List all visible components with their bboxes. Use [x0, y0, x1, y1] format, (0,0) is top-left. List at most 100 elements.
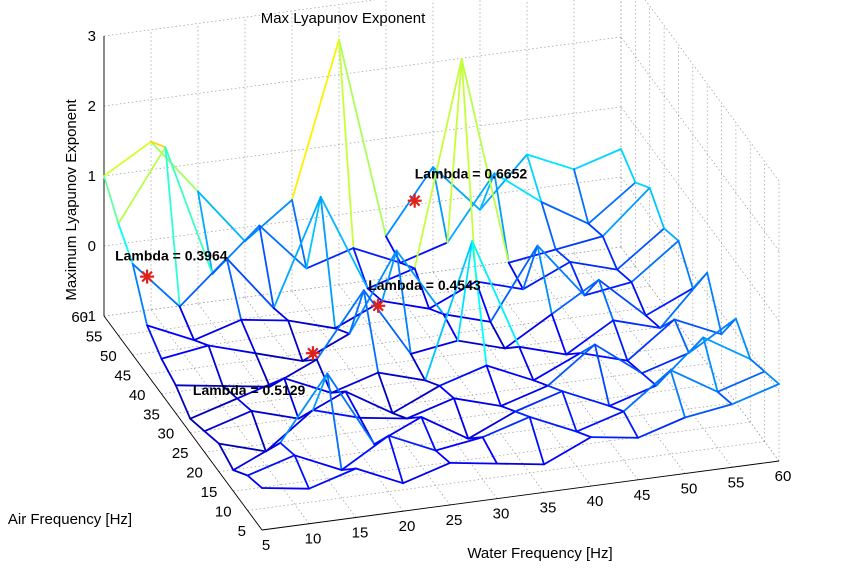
mesh-edge — [514, 390, 564, 413]
mesh-edge — [236, 377, 286, 400]
x-tick-label: 60 — [775, 468, 792, 485]
mesh-edge — [420, 416, 437, 452]
mesh-edge — [330, 390, 347, 394]
floor-grid-x — [197, 303, 357, 518]
mesh-edge — [601, 235, 618, 271]
mesh-edge — [446, 58, 463, 244]
mesh-edge — [503, 345, 521, 350]
mesh-edge — [146, 324, 196, 342]
annotation-marker — [371, 298, 386, 313]
mesh-edge — [669, 369, 686, 419]
mesh-edge — [293, 454, 310, 490]
mesh-edge — [626, 318, 676, 362]
mesh-edge — [405, 397, 455, 420]
mesh-edge — [702, 336, 752, 361]
mesh-edge — [569, 260, 586, 297]
floor-grid-x — [573, 253, 733, 468]
mesh-edge — [434, 449, 451, 464]
annotation-marker — [305, 346, 320, 361]
mesh-edge — [622, 369, 672, 413]
mesh-edge — [217, 442, 267, 453]
wall-grid-z — [620, 36, 780, 252]
mesh-edge — [387, 434, 404, 485]
floor-grid-x — [432, 271, 592, 487]
annotation-markers — [140, 193, 422, 361]
mesh-edge — [673, 318, 690, 354]
mesh-edge — [348, 289, 365, 335]
mesh-edge — [597, 278, 647, 317]
grid-lines — [103, 0, 780, 531]
floor-grid-y — [147, 305, 665, 375]
mesh-edge — [117, 146, 167, 225]
mesh-edge — [428, 307, 445, 316]
mesh-edge — [481, 415, 531, 439]
mesh-edge — [499, 384, 549, 407]
mesh-edge — [601, 186, 651, 238]
mesh-edge — [612, 319, 629, 362]
mesh-edge — [565, 352, 582, 356]
mesh-edge — [669, 369, 719, 393]
mesh-edge — [225, 257, 275, 310]
mesh-edge — [420, 416, 470, 440]
floor-grid-y — [233, 421, 751, 492]
annotation-marker — [140, 269, 155, 284]
mesh-edge — [424, 240, 474, 382]
mesh-edge — [283, 377, 333, 394]
mesh-edge — [189, 397, 239, 420]
mesh-edge — [311, 409, 361, 419]
mesh-edge — [315, 289, 365, 361]
mesh-edge — [311, 372, 329, 412]
mesh-edge — [246, 454, 296, 477]
x-tick-label: 25 — [446, 512, 463, 529]
mesh-edge — [434, 436, 484, 452]
mesh-edge — [608, 404, 625, 413]
mesh-edge — [174, 384, 224, 387]
mesh-edge — [391, 384, 441, 415]
mesh-edge — [326, 372, 376, 446]
mesh-edge — [616, 268, 633, 284]
mesh-edge — [432, 166, 481, 211]
mesh-edge — [308, 467, 357, 490]
mesh-edge — [507, 261, 524, 291]
z-tick-label: 0 — [88, 238, 96, 255]
mesh-edge — [240, 318, 257, 355]
wall-grid-z — [620, 246, 780, 462]
mesh-edge — [547, 384, 564, 393]
x-tick-label: 15 — [352, 525, 369, 542]
floor-grid-y — [190, 363, 708, 434]
mesh-edge — [103, 140, 152, 177]
mesh-edge — [207, 344, 257, 355]
annotation-labels: Lambda = 0.3964 Lambda = 0.6652 Lambda = 0… — [115, 166, 527, 399]
x-tick-label: 40 — [587, 493, 604, 510]
mesh-edge — [641, 372, 658, 387]
mesh-edge — [409, 352, 427, 382]
mesh-edge — [344, 390, 394, 415]
mesh-edge — [438, 364, 488, 387]
mesh-edge — [150, 140, 199, 193]
x-tick-label: 55 — [728, 474, 745, 491]
mesh-edge — [131, 262, 181, 308]
mesh-edge — [366, 287, 384, 302]
mesh-edge — [217, 442, 235, 472]
floor-grid-x — [291, 290, 451, 506]
x-tick-label: 5 — [262, 537, 270, 554]
mesh-edge — [526, 153, 543, 203]
mesh-edge — [164, 146, 181, 308]
mesh-edge — [514, 410, 531, 418]
wall-grid-z — [103, 36, 622, 107]
mesh-edge — [550, 278, 600, 316]
mesh-edge — [583, 281, 633, 297]
mesh-edge — [644, 287, 694, 317]
mesh-edge — [319, 195, 369, 290]
mesh-edge — [561, 390, 611, 407]
mesh-edge — [518, 345, 568, 356]
mesh-edge — [452, 397, 470, 440]
mesh-edge — [362, 289, 380, 374]
mesh-edge — [197, 190, 214, 275]
chart-title: Max Lyapunov Exponent — [261, 10, 426, 27]
mesh-edge — [244, 198, 293, 243]
mesh-edge — [630, 239, 680, 284]
mesh-edge — [489, 244, 539, 323]
y-tick-label: 30 — [158, 426, 175, 443]
